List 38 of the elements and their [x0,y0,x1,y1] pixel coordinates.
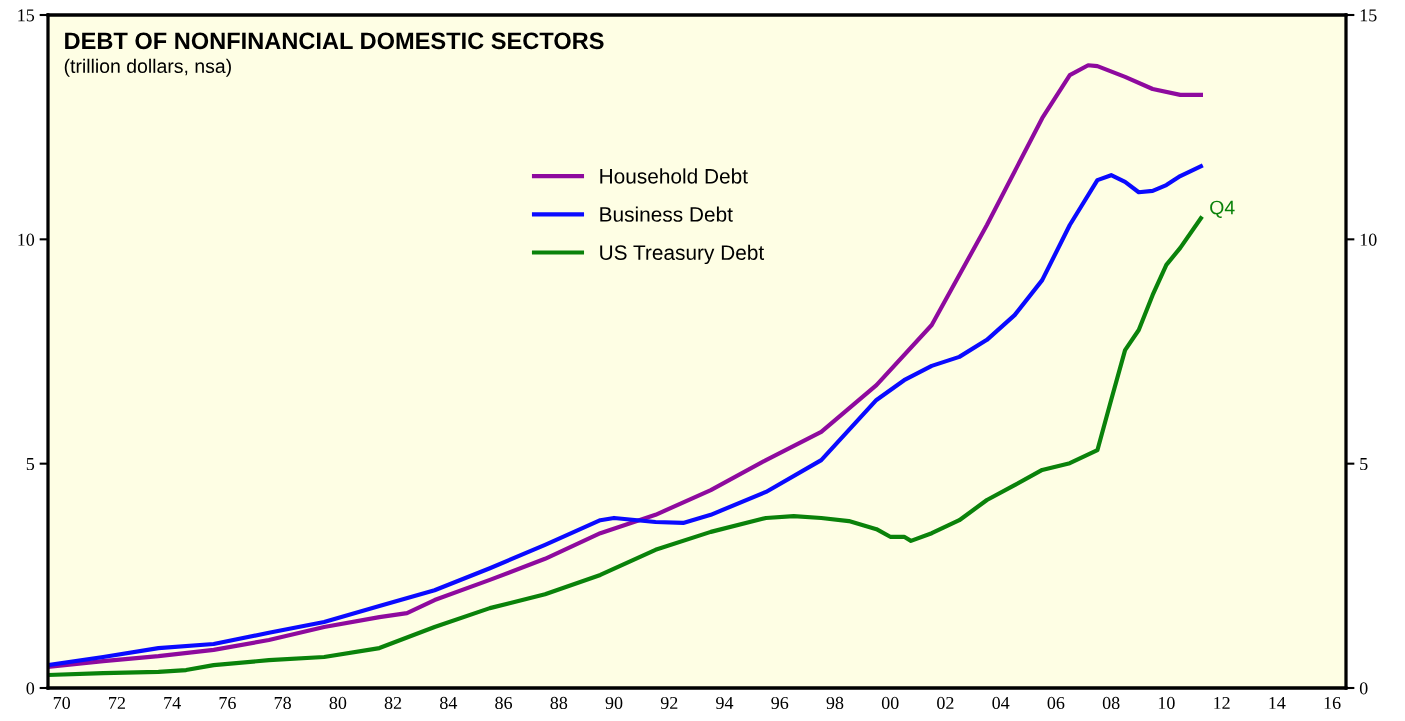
x-tick-label: 08 [1102,696,1120,710]
x-tick-label: 92 [660,696,678,710]
y2-tick-label: 5 [1360,458,1368,471]
x-tick-label: 04 [992,696,1010,710]
text: (trillion dollars, nsa) [64,58,231,77]
x-tick-label: 84 [440,696,458,710]
y-tick-label: 10 [18,233,35,246]
x-tick-label: 06 [1047,696,1065,710]
x-tick-label: 96 [771,696,789,710]
x-tick-label: 02 [937,696,954,710]
x-tick-label: 76 [219,696,236,710]
x-tick-label: 70 [53,696,71,710]
y-tick-label: 5 [26,458,35,471]
legend-label: Household Debt [600,168,748,184]
annotation: Q4 [1210,200,1235,218]
y2-tick-label: 15 [1360,9,1377,22]
y2-tick-label: 0 [1359,682,1368,695]
x-tick-label: 72 [109,696,125,709]
x-tick-label: 88 [550,696,568,710]
x-tick-label: 10 [1158,696,1175,710]
x-tick-label: 12 [1214,696,1230,709]
x-tick-label: 90 [605,696,623,710]
x-tick-label: 86 [495,696,513,710]
x-tick-label: 16 [1324,696,1341,710]
x-tick-label: 14 [1269,696,1286,709]
legend-label: Business Debt [600,206,733,222]
legend-label: US Treasury Debt [600,244,765,265]
x-tick-label: 98 [826,696,844,710]
y-tick-label: 0 [26,682,35,695]
text: DEBT OF NONFINANCIAL DOMESTIC SECTORS [65,32,604,50]
x-tick-label: 00 [881,696,899,710]
x-tick-label: 78 [274,696,291,710]
x-tick-label: 82 [384,696,402,710]
x-tick-label: 74 [164,696,181,709]
y-tick-label: 15 [18,9,35,22]
x-tick-label: 80 [329,696,347,710]
y2-tick-label: 10 [1360,233,1377,246]
x-tick-label: 94 [716,696,734,710]
